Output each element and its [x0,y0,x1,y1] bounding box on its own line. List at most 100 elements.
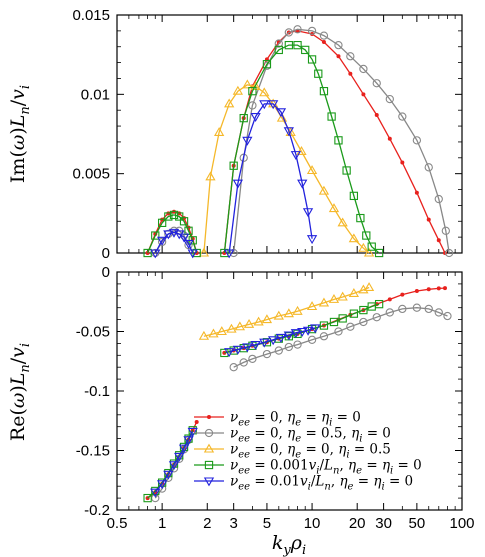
data-point [229,248,238,258]
data-point [276,112,288,122]
data-point [156,236,168,246]
data-point [398,304,407,314]
series-line [223,44,380,254]
data-point [444,248,454,258]
data-point [385,94,394,104]
plot-layer [143,25,454,503]
y-tick-label: 0 [102,264,110,281]
data-point [327,112,336,121]
data-point [337,291,348,301]
data-point [216,326,227,336]
series-s5 [150,324,321,498]
y-tick-label: 0 [102,245,110,262]
data-point [367,242,376,251]
data-point [156,480,168,490]
data-point [267,98,279,108]
top-panel-frame [116,14,463,254]
data-point [372,79,381,88]
data-point [163,470,174,480]
data-point [319,332,329,341]
data-point [250,112,261,122]
series-line [147,214,198,254]
legend-label: νee = 0.001vi/Ln, ηe = ηi = 0 [230,458,422,477]
data-point [283,308,294,318]
data-point [229,161,238,170]
data-point [374,248,384,258]
series-s3 [198,282,375,340]
data-point [400,292,405,297]
x-tick-label: 30 [375,515,392,532]
data-point [363,247,375,257]
data-point [424,304,433,314]
data-point [348,288,360,297]
data-point [224,98,235,108]
data-point [414,190,419,195]
x-tick-label: 5 [263,515,271,532]
y-tick-label: 0.01 [81,86,110,103]
y-tick-label: -0.15 [76,443,110,460]
series-s5 [150,100,318,259]
y-tick-label: -0.1 [84,383,110,400]
x-tick-label: 100 [449,515,474,532]
data-point [224,249,235,259]
data-point [318,185,330,195]
data-point [205,171,216,181]
data-point [203,477,215,487]
data-point [174,452,185,462]
data-point [183,436,194,446]
data-point [387,297,392,302]
data-point [307,26,317,36]
data-point [242,343,253,353]
x-tick-label: 2 [203,515,211,532]
data-point [275,108,287,118]
data-point [194,419,199,424]
data-point [250,341,261,350]
data-point [192,248,201,258]
x-tick-label: 20 [349,515,366,532]
data-point [319,87,329,96]
data-point [314,69,323,78]
data-point [310,324,321,334]
data-point [259,100,270,110]
data-point [187,427,198,437]
data-point [248,341,257,350]
data-point [292,305,303,315]
data-point [334,136,343,145]
data-point [359,305,368,315]
data-point [239,113,248,123]
data-point [319,321,329,330]
y-tick-label: -0.05 [76,324,110,341]
y-tick-label: -0.2 [84,502,110,519]
data-point [273,310,284,320]
series-s4 [143,40,384,258]
data-point [306,165,318,175]
data-point [412,136,422,145]
data-point [220,248,229,258]
data-point [179,217,189,226]
data-point [337,217,348,227]
data-point [338,314,347,323]
data-point [232,179,244,189]
legend-label: νee = 0.01vi/Ln, ηe = ηi = 0 [230,474,413,493]
data-point [342,166,351,175]
data-point [157,218,167,228]
data-point [151,231,160,240]
y-tick-label: 0.015 [72,7,110,24]
legend-label: νee = 0, ηe = 0, ηi = 0.5 [230,442,391,461]
data-point [242,79,253,89]
data-point [348,233,360,243]
data-point [267,336,279,346]
data-point [198,247,210,257]
data-point [262,60,272,69]
y-tick-label: 0.005 [72,166,110,183]
data-point [178,444,190,454]
data-point [183,239,194,249]
data-point [374,299,384,309]
data-point [284,342,293,352]
data-point [239,358,248,367]
data-point [164,212,173,221]
data-point [187,249,198,259]
data-point [222,350,227,355]
